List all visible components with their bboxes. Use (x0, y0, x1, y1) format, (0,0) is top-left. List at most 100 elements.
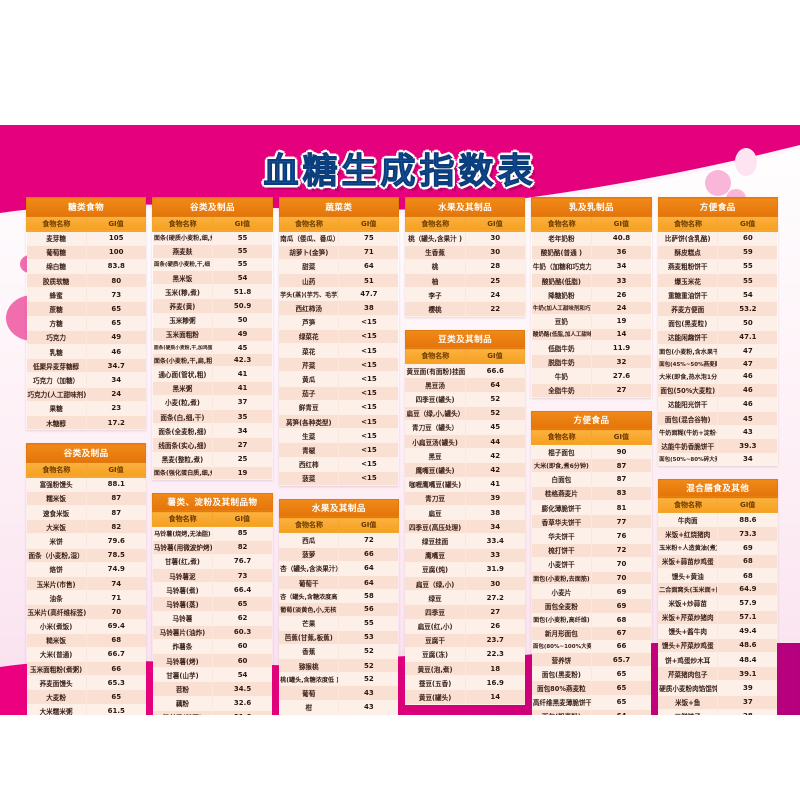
table-row: 小麦(粒,煮) 37 (152, 395, 273, 410)
food-name-cell: 黑豆汤 (405, 377, 466, 393)
gi-value-cell: 47 (717, 344, 778, 359)
gi-value-cell: 50.9 (211, 298, 273, 314)
gi-value-cell: 52 (464, 392, 525, 407)
gi-value-cell: 26 (464, 619, 525, 634)
food-name-cell: 降糖奶粉 (531, 287, 592, 303)
gi-value-cell: 60 (717, 231, 778, 246)
table-row: 蚕豆(五香) 16.9 (405, 675, 525, 691)
food-name-cell: 面条(硬质小麦粉,干,加鸡蛋,粗) (152, 341, 213, 355)
table-row: 桃(罐头,含糖浓度低 ) 52 (279, 672, 399, 687)
gi-value-cell: 47.1 (717, 330, 778, 346)
gi-value-cell: 59 (717, 245, 778, 260)
food-name-cell: 糯米饭 (26, 491, 87, 507)
food-name-cell: 面包(50%~80%碎大麦粒) (658, 453, 718, 466)
gi-value-cell: 64 (338, 575, 399, 591)
food-name-cell: 面条(强化蛋白质,细,煮) (152, 466, 213, 480)
gi-value-cell: 79.6 (85, 533, 146, 549)
table-row: 牛肉面 88.6 (658, 512, 778, 528)
food-name-cell: 黄豆(罐头) (405, 689, 466, 705)
table-row: 白面包 87 (531, 472, 652, 487)
table-row: 麦芽糖 105 (26, 231, 146, 246)
gi-value-cell: 55 (717, 259, 778, 275)
gi-value-cell: 52 (338, 658, 399, 674)
gi-table: 豆类及其制品 食物名称 GI值 黄豆面(有面粉)挂面 66.6 黑豆汤 64 四季豆(罐头) 5… (404, 329, 526, 705)
food-name-cell: 四季豆 (405, 604, 466, 620)
gi-value-cell: 71 (338, 245, 399, 260)
table-row: 菠菜 <15 (279, 471, 399, 486)
gi-value-cell: 74 (85, 576, 146, 592)
table-row: 黑麦(整粒,煮) 25 (152, 452, 273, 467)
table-row: 方糖 65 (26, 316, 146, 331)
table-row: 鹰嘴豆 33 (405, 548, 525, 563)
gi-table: 混合膳食及其他 食物名称 GI值 牛肉面 88.6 米饭+红烧猪肉 73.3 玉米粉+人造黄油… (657, 478, 778, 715)
gi-value-cell: <15 (338, 442, 399, 458)
table-category-title: 谷类及制品 (25, 443, 147, 463)
table-row: 荞麦面馒头 65.3 (26, 675, 146, 691)
gi-value-cell: 22 (464, 301, 525, 317)
food-name-cell: 燕麦麸 (152, 244, 213, 259)
table-row: 青刀豆（罐头） 45 (405, 420, 525, 436)
table-row: 米饭+芹菜炒猪肉 57.1 (658, 610, 778, 625)
food-name-cell: 面包(小麦粉,高纤维) (531, 613, 592, 627)
gi-value-cell: 27 (211, 437, 273, 453)
gi-value-cell: 27.2 (464, 590, 525, 606)
food-name-cell: 面包(小麦粉,含水果干) (658, 344, 718, 359)
table-row: 鲜青豆 <15 (279, 400, 399, 415)
table-category-title: 谷类及制品 (152, 197, 273, 217)
table-row: 西红柿 <15 (279, 457, 399, 472)
tables-grid: 糖类食物 食物名称 GI值 麦芽糖 105 葡萄糖 100 绵白糖 83.8 胶质软糖 80 蜂蜜 73… (25, 197, 778, 715)
gi-value-cell: 64 (464, 377, 525, 393)
table-row: 三鲜饺子28 (658, 709, 778, 715)
table-row: 扁豆 38 (405, 505, 525, 521)
header-gi-value: GI值 (211, 215, 273, 232)
gi-value-cell: 82 (85, 519, 146, 535)
table-category-title: 豆类及其制品 (404, 329, 526, 350)
food-name-cell: 马铃薯片(油炸) (152, 625, 213, 640)
gi-table: 方便食品 食物名称 GI值 棍子面包 90 大米(即食,煮6分钟) 87 白面包 87 桂格燕麦片… (531, 410, 652, 715)
food-name-cell: 柚 (405, 273, 466, 289)
gi-value-cell: 53.2 (717, 301, 778, 317)
table-row: 豆腐(冻) 22.3 (405, 647, 525, 663)
table-row: 面包(小麦粉,含水果干) 47 (658, 344, 778, 359)
gi-value-cell: 36 (590, 245, 652, 260)
table-row: 小米(煮饭) 69.4 (26, 619, 146, 634)
table-category-row: 蔬菜类 (278, 197, 399, 217)
table-row: 茄子 <15 (279, 386, 399, 401)
food-name-cell: 甘薯(红,煮) (152, 554, 213, 569)
table-row: 梳打饼干 72 (531, 543, 652, 558)
gi-value-cell: 49 (211, 327, 273, 343)
table-row: 马铃薯片(油炸) 60.3 (152, 625, 273, 640)
table-row: 酸奶酪(低脂,加人工甜味剂)14 (531, 328, 652, 342)
table-column: 蔬菜类 食物名称 GI值 南瓜（倭瓜、番瓜） 75 胡萝卜(金笋) 71 甜菜 64 山药 51 芋头… (278, 197, 399, 715)
table-row: 玉米粉+人造黄油(煮) 69 (658, 541, 778, 555)
table-row: 黑豆汤 64 (405, 377, 525, 393)
gi-table: 水果及其制品 食物名称 GI值 桃（罐头,含果汁 ) 30 生香蕉 30 桃 28 柚 25 李子 24… (404, 197, 526, 317)
food-name-cell: 芒果 (279, 616, 339, 631)
table-row: 米饼 79.6 (26, 533, 146, 549)
gi-value-cell: 48.6 (717, 638, 778, 654)
table-row: 乳糖 46 (26, 344, 146, 360)
food-name-cell: 达能牛奶香脆饼干 (658, 438, 718, 454)
food-name-cell: 黑米粥 (152, 381, 213, 396)
table-row: 低聚异麦芽糖醇 34.7 (26, 358, 146, 374)
table-category-title: 方便食品 (531, 410, 652, 431)
food-name-cell: 桃 (405, 259, 466, 275)
header-food-name: 食物名称 (26, 215, 87, 232)
table-row: 面包(黑麦粒) 50 (658, 316, 778, 331)
gi-value-cell: 34 (464, 519, 525, 535)
gi-value-cell: 70 (85, 604, 146, 620)
gi-value-cell: 87 (590, 472, 652, 487)
gi-value-cell: 65.3 (85, 675, 146, 691)
header-food-name: 食物名称 (531, 215, 592, 232)
food-name-cell: 桃(罐头,含糖浓度低 ) (279, 672, 339, 687)
table-category-title: 水果及其制品 (404, 197, 526, 217)
food-name-cell: 燕麦粗粉饼干 (658, 259, 718, 275)
food-name-cell: 蜂蜜 (26, 287, 87, 303)
table-row: 西红柿汤 38 (279, 300, 399, 316)
gi-value-cell: 39.3 (717, 438, 778, 454)
table-row: 马铃薯(用微波炉烤) 82 (152, 540, 273, 555)
gi-value-cell: 64 (338, 259, 399, 275)
table-row: 面包(小麦粉,高纤维) 68 (531, 613, 652, 627)
food-name-cell: 马铃薯(烤) (152, 653, 213, 669)
food-name-cell: 膨化薄脆饼干 (531, 500, 592, 516)
